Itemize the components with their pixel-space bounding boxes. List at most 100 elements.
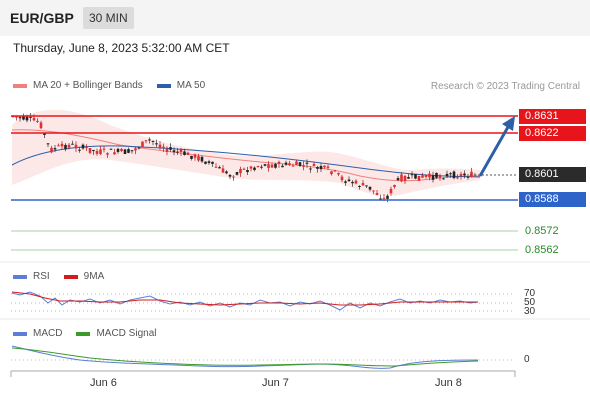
x-label-jun7: Jun 7 <box>262 377 289 389</box>
candle-body-16 <box>67 144 71 148</box>
macd-signal-swatch <box>76 331 91 336</box>
candle-body-12 <box>53 148 57 150</box>
candle-body-27 <box>106 153 109 155</box>
timeframe-button[interactable]: 30 MIN <box>83 7 134 29</box>
candle-body-11 <box>50 147 53 153</box>
candle-body-35 <box>134 148 137 151</box>
candle-body-96 <box>347 179 351 182</box>
candle-body-6 <box>32 118 36 121</box>
candle-body-22 <box>88 148 92 153</box>
candle-body-131 <box>470 171 473 178</box>
candle-body-19 <box>78 149 81 151</box>
candle-body-125 <box>449 173 452 175</box>
rsi-line <box>11 291 479 311</box>
candle-body-95 <box>344 181 347 183</box>
candle-body-94 <box>340 176 344 181</box>
macd-zero-label: 0 <box>524 354 530 365</box>
candle-body-79 <box>288 163 291 166</box>
candle-body-88 <box>319 166 323 170</box>
candle-body-71 <box>260 166 263 168</box>
candle-body-45 <box>169 147 172 150</box>
candle-body-105 <box>379 198 382 200</box>
ma50-swatch <box>156 83 171 88</box>
candle-body-93 <box>337 172 340 175</box>
candle-body-20 <box>81 144 85 149</box>
forecast-arrow-line <box>478 126 510 177</box>
candle-body-55 <box>204 161 207 164</box>
candle-body-30 <box>116 148 120 152</box>
candle-body-46 <box>172 150 176 153</box>
candle-body-18 <box>74 144 78 149</box>
candle-body-25 <box>99 149 102 155</box>
candle-body-107 <box>386 195 389 199</box>
candle-body-39 <box>148 139 151 141</box>
candle-body-83 <box>302 165 305 167</box>
candle-body-102 <box>368 186 372 190</box>
candle-body-116 <box>417 175 421 181</box>
candle-body-51 <box>190 155 193 159</box>
candle-body-92 <box>333 170 337 172</box>
ma20-swatch <box>13 83 27 88</box>
candle-body-31 <box>120 148 123 151</box>
candle-body-37 <box>141 141 144 148</box>
candle-body-126 <box>452 171 456 179</box>
candle-body-44 <box>165 148 169 152</box>
candle-body-17 <box>71 143 74 145</box>
resistance-1-label: 0.8622 <box>519 126 586 141</box>
candle-body-34 <box>130 150 134 152</box>
candle-body-111 <box>400 174 403 182</box>
datetime-label: Thursday, June 8, 2023 5:32:00 AM CET <box>13 41 230 55</box>
candle-body-50 <box>186 152 190 155</box>
candle-body-129 <box>463 173 466 176</box>
ma20-legend-label: MA 20 + Bollinger Bands <box>33 80 143 91</box>
candle-body-120 <box>431 175 435 180</box>
candle-body-82 <box>298 162 302 166</box>
macd-legend-label: MACD <box>33 328 63 339</box>
candle-body-89 <box>323 165 326 168</box>
candle-body-4 <box>25 116 29 121</box>
candle-body-99 <box>358 185 361 187</box>
candle-body-118 <box>424 175 428 177</box>
candle-body-84 <box>305 162 309 164</box>
candle-body-13 <box>57 145 60 147</box>
candle-body-74 <box>270 164 274 168</box>
candle-body-76 <box>277 161 281 164</box>
candle-body-40 <box>151 140 155 142</box>
candle-body-52 <box>193 154 197 158</box>
candle-body-23 <box>92 150 95 152</box>
candle-body-8 <box>39 122 43 129</box>
candle-body-115 <box>414 174 417 179</box>
last-price-label: 0.8601 <box>519 167 586 182</box>
candle-body-109 <box>393 184 396 187</box>
candle-body-127 <box>456 177 459 179</box>
candle-body-28 <box>109 148 113 150</box>
candle-body-47 <box>176 151 179 153</box>
candle-body-10 <box>46 143 50 145</box>
resistance-2-label: 0.8631 <box>519 109 586 124</box>
x-label-jun6: Jun 6 <box>90 377 117 389</box>
support-1-label: 0.8588 <box>519 192 586 207</box>
top-bar: EUR/GBP 30 MIN <box>0 0 590 36</box>
candle-body-42 <box>158 144 162 149</box>
candle-body-60 <box>221 168 225 173</box>
ma50-legend-label: MA 50 <box>176 80 206 91</box>
candle-body-26 <box>102 148 106 150</box>
candle-body-85 <box>309 168 312 170</box>
candle-body-75 <box>274 163 277 168</box>
candle-body-124 <box>445 173 449 177</box>
candle-body-58 <box>214 166 218 168</box>
candle-body-24 <box>95 150 99 154</box>
candle-body-64 <box>235 172 239 175</box>
candle-body-48 <box>179 149 183 153</box>
candle-body-53 <box>197 156 200 161</box>
rsi-level-30: 30 <box>524 306 536 317</box>
candle-body-112 <box>403 176 407 181</box>
candle-body-21 <box>85 146 88 149</box>
candle-body-62 <box>228 174 232 177</box>
rsi-legend-label: RSI <box>33 271 50 282</box>
support-2-label: 0.8572 <box>525 225 559 237</box>
candle-body-49 <box>183 151 186 155</box>
candle-body-108 <box>389 188 393 194</box>
macd-signal-line <box>11 347 479 367</box>
